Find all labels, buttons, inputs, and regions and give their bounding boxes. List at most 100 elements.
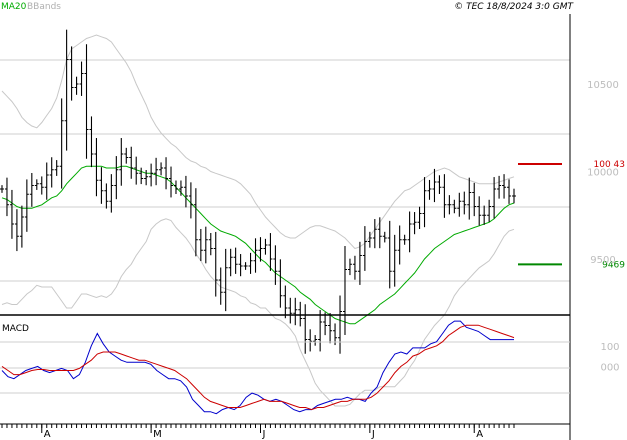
ohlc-bar xyxy=(492,177,497,219)
ohlc-bar xyxy=(367,231,372,248)
macd-label: MACD xyxy=(2,324,29,334)
ohlc-bar xyxy=(427,179,432,200)
ohlc-bar xyxy=(392,234,397,287)
macd-lines xyxy=(1,320,515,415)
ohlc-bar xyxy=(134,156,139,185)
ohlc-bar xyxy=(178,180,183,196)
ohlc-bar xyxy=(382,231,387,243)
price-tick-label: 10000 xyxy=(587,168,619,179)
ohlc-bar xyxy=(114,156,119,200)
ohlc-bar xyxy=(99,167,104,204)
ohlc-bar xyxy=(0,185,4,193)
ohlc-bar xyxy=(397,225,402,265)
ohlc-bar xyxy=(422,177,427,228)
price-tick-label: 10500 xyxy=(587,80,619,91)
ohlc-bar xyxy=(273,245,278,285)
ohlc-bar xyxy=(318,310,323,352)
ohlc-bar xyxy=(482,205,487,225)
ohlc-bar xyxy=(74,76,79,95)
ohlc-bar xyxy=(4,177,9,217)
ohlc-bar xyxy=(452,199,457,214)
ohlc-bar xyxy=(497,175,502,199)
ohlc-bar xyxy=(69,46,74,101)
ohlc-bar xyxy=(293,297,298,326)
ohlc-bar xyxy=(352,255,357,280)
x-month-label: A xyxy=(44,429,51,440)
ohlc-bar xyxy=(323,312,328,336)
ohlc-bar xyxy=(54,160,59,176)
ohlc-bar xyxy=(487,199,492,222)
price-tick-label: 9500 xyxy=(590,255,615,266)
ohlc-bar xyxy=(34,179,39,190)
legend-bbands: BBands xyxy=(27,2,61,12)
ohlc-bar xyxy=(417,206,422,229)
ohlc-bar xyxy=(248,252,253,274)
ohlc-bar xyxy=(29,172,34,207)
legend-ma20: MA20 xyxy=(1,2,27,12)
x-month-label: J xyxy=(371,429,375,440)
ohlc-bar xyxy=(49,157,54,188)
ohlc-bar xyxy=(313,335,318,346)
ohlc-bar xyxy=(462,191,467,215)
ohlc-bar xyxy=(362,226,367,271)
macd-tick-label: 100 xyxy=(600,342,619,353)
ohlc-bar xyxy=(203,226,208,264)
ohlc-bar xyxy=(149,163,154,187)
ohlc-bar xyxy=(502,174,507,199)
ohlc-bar xyxy=(144,170,149,186)
x-month-label: J xyxy=(261,429,265,440)
ohlc-bar xyxy=(407,211,412,253)
ohlc-bar xyxy=(412,212,417,235)
ohlc-bar xyxy=(218,267,223,305)
ohlc-bar xyxy=(288,297,293,324)
ohlc-bar xyxy=(402,234,407,245)
ohlc-bar xyxy=(208,233,213,256)
ohlc-bar xyxy=(387,220,392,289)
ohlc-bar xyxy=(19,205,24,248)
ohlc-bar xyxy=(372,219,377,249)
ohlc-bar xyxy=(447,195,452,215)
ohlc-bar xyxy=(228,248,233,277)
ohlc-bar xyxy=(432,168,437,203)
ohlc-bar xyxy=(223,248,228,312)
level-label: 100 43 xyxy=(594,160,626,170)
copyright-text: © TEC 18/8/2024 3:0 GMT xyxy=(454,2,574,12)
ohlc-bar xyxy=(124,147,129,164)
ohlc-bar xyxy=(328,312,333,344)
x-month-label: A xyxy=(476,429,483,440)
ohlc-bar xyxy=(298,301,303,327)
ohlc-bar xyxy=(59,98,64,189)
price-pane: 100 43 9469 10500 10000 9500 xyxy=(0,29,626,407)
bb-upper-line xyxy=(1,34,515,250)
ohlc-bar xyxy=(104,183,109,209)
ohlc-bar xyxy=(129,146,134,179)
ohlc-bar xyxy=(109,174,114,213)
ma20-series-line xyxy=(1,165,515,325)
ohlc-bar xyxy=(472,182,477,217)
ohlc-bar xyxy=(164,157,169,190)
x-month-label: M xyxy=(153,429,162,440)
ohlc-bar xyxy=(169,166,174,198)
ohlc-bar xyxy=(213,231,218,297)
ohlc-bar xyxy=(457,192,462,217)
bb-lower-line xyxy=(1,218,515,407)
ohlc-bar xyxy=(183,175,188,208)
ohlc-bars xyxy=(0,29,516,354)
ohlc-bar xyxy=(119,138,124,186)
ohlc-bar xyxy=(347,258,352,276)
macd-pane: MACD 100 000 xyxy=(0,320,620,415)
ohlc-bar xyxy=(263,238,268,255)
ohlc-bar xyxy=(253,238,258,273)
ohlc-bar xyxy=(159,162,164,176)
ohlc-bar xyxy=(268,233,273,271)
ohlc-bar xyxy=(64,29,69,151)
ohlc-bar xyxy=(338,295,343,354)
ohlc-bar xyxy=(14,209,19,252)
macd-series-signal xyxy=(1,324,515,411)
level-label: 9469 xyxy=(602,260,625,270)
ohlc-bar xyxy=(89,116,94,168)
ohlc-bar xyxy=(238,254,243,277)
ohlc-bar xyxy=(39,176,44,195)
